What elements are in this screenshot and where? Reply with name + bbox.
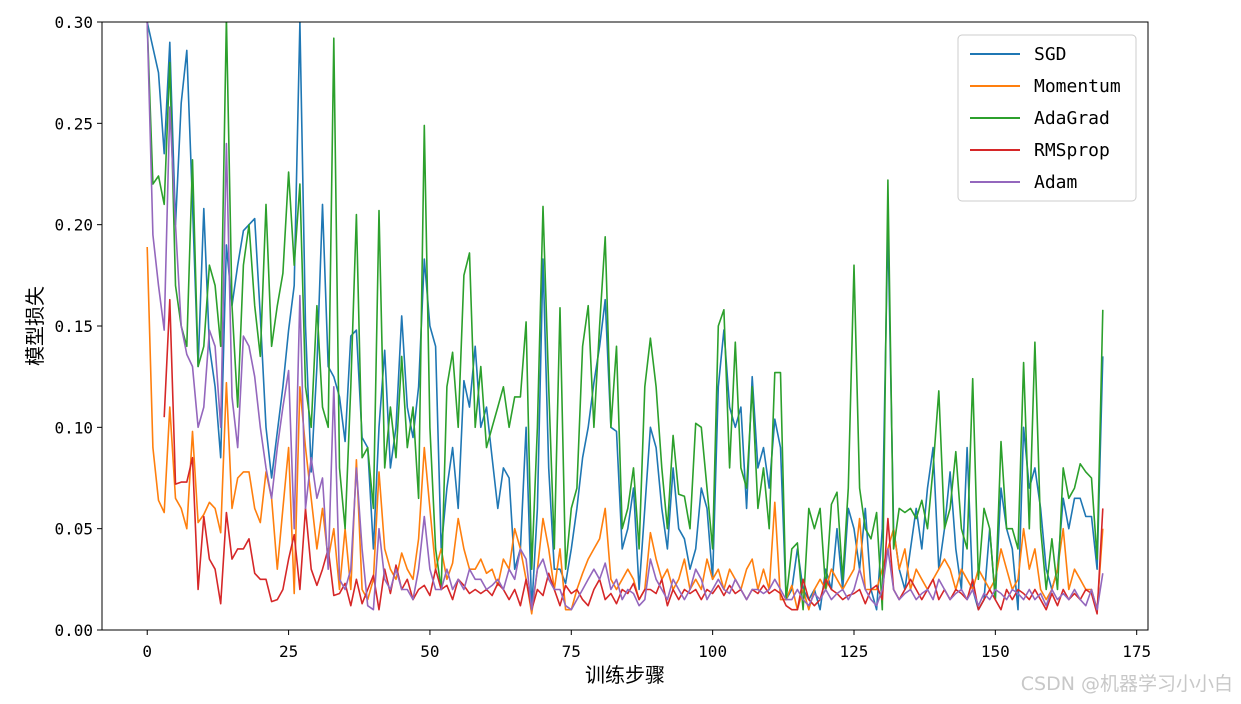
- series-line-sgd: [146, 22, 1104, 611]
- x-tick-label: 50: [420, 642, 439, 661]
- x-tick-label: 25: [279, 642, 298, 661]
- y-tick-label: 0.00: [54, 621, 93, 640]
- x-tick-label: 175: [1122, 642, 1151, 661]
- x-axis-title: 训练步骤: [585, 663, 665, 687]
- y-tick-label: 0.25: [54, 114, 93, 133]
- legend-label-sgd: SGD: [1034, 44, 1067, 65]
- legend: SGD Momentum AdaGrad RMSprop Adam: [957, 34, 1137, 202]
- series-layer: [146, 22, 1104, 615]
- series-line-adagrad: [146, 22, 1104, 611]
- x-tick-label: 125: [840, 642, 869, 661]
- watermark: CSDN @机器学习小小白: [1020, 673, 1233, 695]
- y-tick-label: 0.05: [54, 520, 93, 539]
- x-tick-label: 150: [981, 642, 1010, 661]
- x-tick-label: 0: [142, 642, 152, 661]
- legend-label-rmsprop: RMSprop: [1034, 140, 1110, 161]
- x-tick-label: 100: [698, 642, 727, 661]
- y-tick-label: 0.15: [54, 317, 93, 336]
- x-axis: 0 25 50 75 100 125 150 175: [142, 630, 1151, 661]
- x-tick-label: 75: [562, 642, 581, 661]
- y-tick-label: 0.10: [54, 418, 93, 437]
- series-line-adam: [146, 22, 1104, 611]
- y-tick-label: 0.30: [54, 13, 93, 32]
- y-axis-title: 模型损失: [23, 286, 47, 366]
- legend-box: [957, 34, 1137, 202]
- y-axis: 0.00 0.05 0.10 0.15 0.20 0.25 0.30: [54, 13, 102, 640]
- legend-label-momentum: Momentum: [1034, 76, 1121, 97]
- legend-label-adam: Adam: [1034, 172, 1077, 193]
- y-tick-label: 0.20: [54, 216, 93, 235]
- legend-label-adagrad: AdaGrad: [1034, 108, 1110, 129]
- series-line-momentum: [146, 246, 1104, 615]
